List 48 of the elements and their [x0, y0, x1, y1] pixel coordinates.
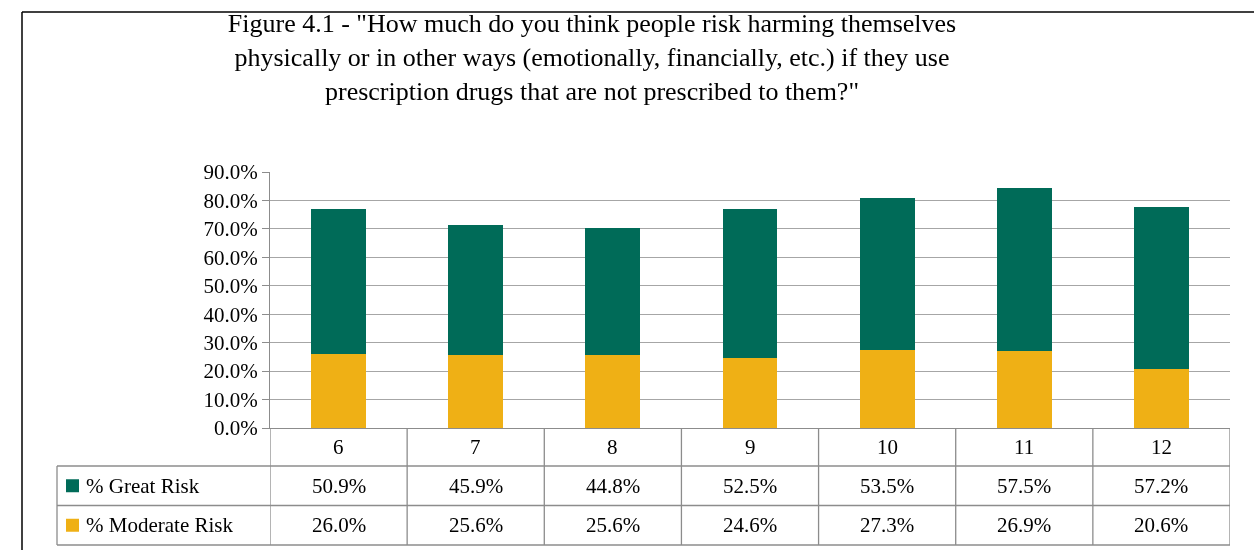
- bar: [996, 351, 1052, 428]
- bar: [859, 350, 915, 428]
- data-label: 44.8%: [586, 474, 641, 498]
- data-label: 57.5%: [997, 474, 1052, 498]
- y-tick-label: 40.0%: [203, 302, 258, 327]
- data-label: 20.6%: [1134, 513, 1189, 537]
- y-tick-label: 0.0%: [213, 416, 258, 441]
- data-label: 52.5%: [723, 474, 778, 498]
- y-tick-label: 50.0%: [203, 274, 258, 299]
- x-tick-label: 10: [877, 435, 898, 459]
- y-tick-label: 70.0%: [203, 217, 258, 242]
- bar: [996, 187, 1052, 352]
- bar: [1134, 369, 1189, 428]
- data-label: 45.9%: [449, 474, 504, 498]
- legend-label: % Great Risk: [86, 474, 200, 498]
- y-tick-label: 60.0%: [203, 245, 258, 270]
- x-tick-label: 9: [745, 435, 756, 459]
- x-tick-label: 7: [470, 435, 481, 459]
- data-label: 57.2%: [1134, 474, 1189, 498]
- bar: [585, 227, 641, 356]
- data-label: 25.6%: [449, 513, 504, 537]
- bar: [311, 354, 366, 428]
- data-label: 27.3%: [860, 513, 915, 537]
- x-tick-label: 11: [1014, 435, 1035, 459]
- bar: [448, 224, 504, 356]
- data-label: 53.5%: [860, 474, 915, 498]
- chart-title: Figure 4.1 - "How much do you think people risk harming themselves physically or in other ways (emotionally, financially, etc.) if they use prescription drugs that are not prescribed to them?": [227, 9, 957, 106]
- bar: [859, 198, 915, 351]
- y-tick-label: 30.0%: [203, 331, 258, 356]
- data-label: 26.0%: [312, 513, 367, 537]
- x-tick-label: 12: [1151, 435, 1172, 459]
- bar: [448, 355, 504, 428]
- bar: [311, 209, 366, 355]
- y-tick-label: 20.0%: [203, 359, 258, 384]
- bar: [585, 355, 641, 428]
- data-label: 25.6%: [586, 513, 641, 537]
- x-tick-label: 8: [607, 435, 618, 459]
- data-label: 50.9%: [312, 474, 367, 498]
- data-label: 26.9%: [997, 513, 1052, 537]
- x-tick-label: 6: [333, 435, 344, 459]
- y-tick-label: 80.0%: [203, 188, 258, 213]
- bar: [722, 358, 778, 428]
- bar: [1134, 206, 1189, 370]
- legend-label: % Moderate Risk: [86, 513, 234, 537]
- bar: [722, 208, 778, 359]
- data-label: 24.6%: [723, 513, 778, 537]
- y-tick-label: 90.0%: [203, 160, 258, 185]
- y-tick-label: 10.0%: [203, 387, 258, 412]
